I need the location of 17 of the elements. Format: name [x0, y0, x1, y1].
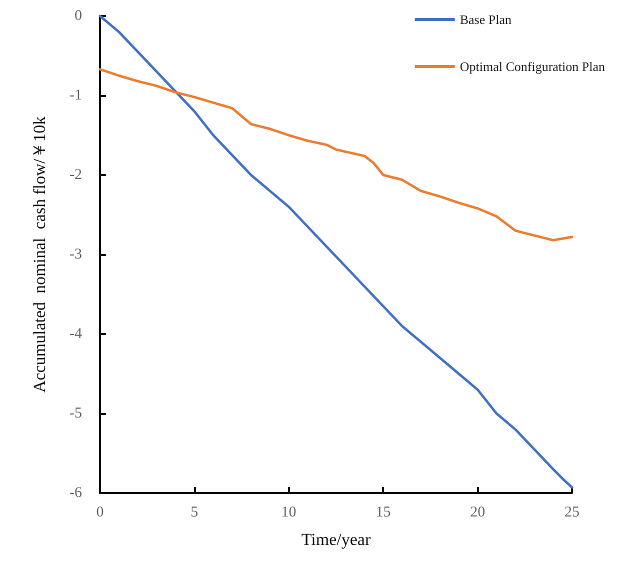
x-tick-label: 20: [470, 504, 486, 520]
legend-label: Optimal Configuration Plan: [460, 59, 606, 74]
y-tick-label: -5: [70, 406, 82, 422]
y-tick-label: -4: [70, 326, 82, 342]
x-tick-label: 15: [376, 504, 391, 520]
x-tick-label: 25: [564, 504, 580, 520]
x-axis-title: Time/year: [301, 530, 371, 549]
x-tick-label: 5: [190, 504, 198, 520]
y-tick-label: -2: [70, 167, 82, 183]
x-tick-label: 0: [96, 504, 104, 520]
y-axis-title: Accumulated nominal cash flow/￥10k: [30, 116, 49, 393]
y-tick-label: -6: [70, 485, 82, 501]
x-tick-label: 10: [281, 504, 296, 520]
y-tick-label: -1: [70, 88, 82, 104]
y-tick-label: -3: [70, 246, 82, 262]
legend-label: Base Plan: [460, 12, 512, 27]
y-tick-label: 0: [74, 8, 82, 24]
